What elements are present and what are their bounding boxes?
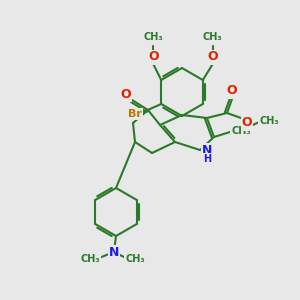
Text: CH₃: CH₃: [231, 126, 251, 136]
Text: CH₃: CH₃: [125, 254, 145, 264]
Text: O: O: [208, 50, 218, 64]
Text: O: O: [121, 88, 131, 100]
Text: O: O: [242, 116, 252, 130]
Text: H: H: [203, 154, 211, 164]
Text: CH₃: CH₃: [80, 254, 100, 264]
Text: CH₃: CH₃: [203, 32, 223, 42]
Text: Br: Br: [128, 109, 142, 119]
Text: O: O: [227, 85, 237, 98]
Text: O: O: [148, 50, 158, 64]
Text: N: N: [109, 245, 119, 259]
Text: N: N: [202, 143, 212, 157]
Text: CH₃: CH₃: [259, 116, 279, 126]
Text: CH₃: CH₃: [143, 32, 163, 42]
